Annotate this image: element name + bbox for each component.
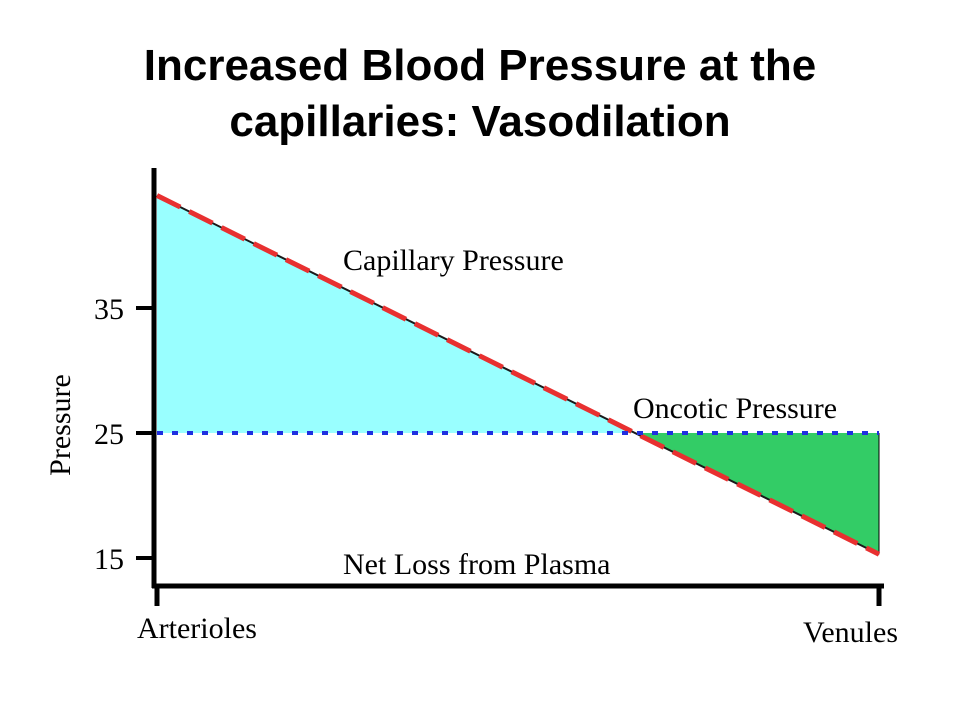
title-line-1: Increased Blood Pressure at the	[143, 41, 817, 90]
chart-axes	[136, 168, 884, 606]
net-loss-label: Net Loss from Plasma	[343, 548, 610, 581]
capillary-pressure-line	[155, 193, 881, 557]
title-line-2: capillaries: Vasodilation	[229, 97, 731, 146]
chart-text: 35 25 15 Capillary Pressure Oncotic Pressure…	[44, 244, 898, 649]
y-axis-label: Pressure	[44, 374, 77, 476]
x-tick-label-arterioles: Arterioles	[137, 612, 257, 645]
y-tick-label: 25	[94, 418, 124, 451]
slide-title: Increased Blood Pressure at the capillar…	[0, 38, 960, 150]
chart-series	[155, 193, 881, 557]
capillary-pressure-label: Capillary Pressure	[343, 244, 564, 277]
y-tick-label: 15	[94, 543, 124, 576]
x-tick-label-venules: Venules	[803, 616, 898, 649]
oncotic-pressure-label: Oncotic Pressure	[633, 392, 837, 425]
y-tick-label: 35	[94, 293, 124, 326]
